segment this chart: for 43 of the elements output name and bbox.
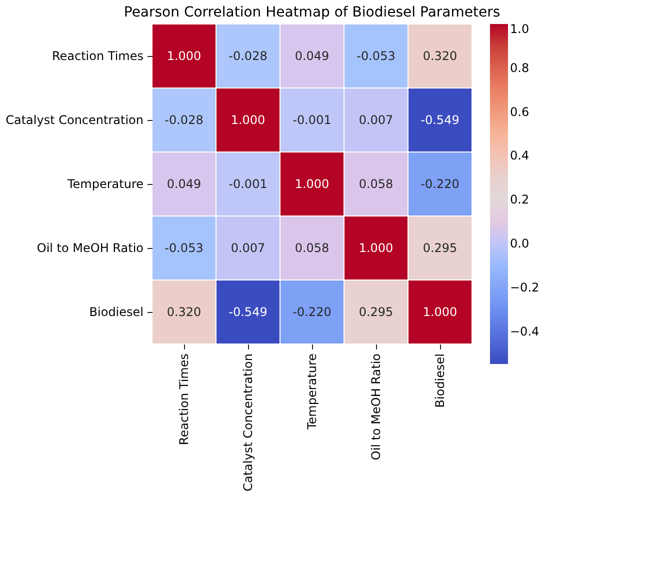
data-label: -0.053	[356, 49, 396, 63]
y-tick-label: Reaction Times	[52, 49, 144, 63]
data-label: 1.000	[422, 305, 458, 319]
data-label: -0.001	[228, 177, 268, 191]
data-label: 0.049	[294, 49, 330, 63]
data-label: 0.295	[358, 305, 394, 319]
y-tick-label: Oil to MeOH Ratio	[36, 241, 144, 255]
color-bar-label: 0.0	[510, 236, 530, 250]
y-tick-label: Biodiesel	[89, 305, 144, 319]
chart-title: Pearson Correlation Heatmap of Biodiesel Parameters	[124, 4, 500, 20]
x-tick-label: Catalyst Concentration	[241, 354, 255, 492]
data-label: -0.028	[164, 113, 204, 127]
data-label: -0.549	[228, 305, 268, 319]
data-label: 0.007	[358, 113, 394, 127]
color-bar-label: 0.8	[510, 60, 530, 75]
data-label: -0.549	[420, 113, 460, 127]
x-tick-label: Biodiesel	[433, 354, 447, 408]
data-label: 1.000	[230, 113, 266, 127]
x-tick-label: Oil to MeOH Ratio	[369, 354, 383, 460]
color-bar-label: 1.0	[510, 22, 530, 36]
color-bar-label: −0.4	[510, 324, 540, 338]
data-label: 0.320	[166, 305, 202, 319]
data-label: 0.049	[166, 177, 202, 191]
color-bar-label: 0.2	[510, 192, 530, 207]
data-label: -0.220	[292, 305, 332, 319]
data-label: 1.000	[358, 241, 394, 255]
y-tick-label: Temperature	[66, 177, 144, 191]
data-label: -0.028	[228, 49, 268, 63]
data-label: 0.058	[358, 177, 394, 191]
data-label: -0.053	[164, 241, 204, 255]
data-label: -0.001	[292, 113, 332, 127]
data-label: 1.000	[294, 177, 330, 191]
data-label: 0.320	[422, 49, 458, 63]
color-bar-label: 0.6	[510, 104, 530, 119]
y-tick-label: Catalyst Concentration	[6, 113, 144, 127]
data-label: 0.007	[230, 241, 266, 255]
color-bar-label: 0.4	[510, 148, 530, 163]
data-label: 0.295	[422, 241, 458, 255]
x-tick-label: Temperature	[305, 354, 319, 431]
data-label: 0.058	[294, 241, 330, 255]
data-label: 1.000	[166, 49, 202, 63]
color-bar-label: −0.2	[510, 280, 540, 294]
data-label: -0.220	[420, 177, 460, 191]
